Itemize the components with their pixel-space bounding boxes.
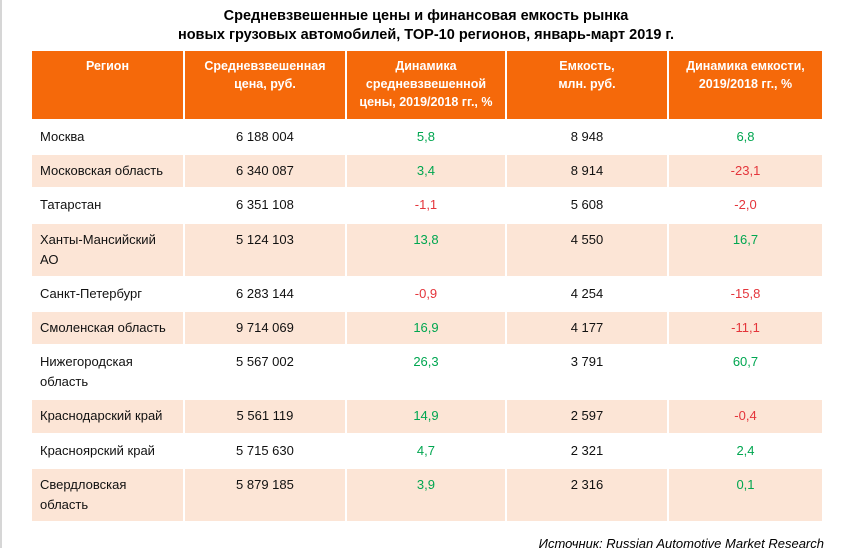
capacity-dynamics-cell: -0,4 (668, 400, 822, 433)
price-cell: 6 283 144 (184, 277, 345, 310)
price-cell: 6 351 108 (184, 189, 345, 222)
region-cell: Краснодарский край (32, 400, 183, 433)
capacity-cell: 2 597 (506, 400, 667, 433)
table-row: Московская область 6 340 087 3,4 8 914 -23,1 (32, 155, 822, 188)
table-body: Москва 6 188 004 5,8 8 948 6,8 Московская обл… (32, 121, 822, 521)
region-cell: Санкт-Петербург (32, 277, 183, 310)
region-cell: Красноярский край (32, 434, 183, 467)
capacity-dynamics-cell: 60,7 (668, 346, 822, 399)
capacity-cell: 4 177 (506, 311, 667, 345)
capacity-cell: 3 791 (506, 346, 667, 399)
capacity-cell: 2 316 (506, 468, 667, 521)
price-dynamics-cell: 3,9 (346, 468, 505, 521)
capacity-dynamics-cell: 0,1 (668, 468, 822, 521)
capacity-cell: 2 321 (506, 434, 667, 467)
price-cell: 5 567 002 (184, 346, 345, 399)
table-header-row: Регион Средневзвешенная цена, руб. Динам… (32, 51, 822, 120)
source-note: Источник: Russian Automotive Market Rese… (538, 535, 824, 551)
capacity-cell: 8 948 (506, 121, 667, 154)
price-cell: 5 124 103 (184, 223, 345, 276)
table-row: Нижегородская область 5 567 002 26,3 3 791 6… (32, 346, 822, 399)
capacity-dynamics-cell: -11,1 (668, 311, 822, 345)
table-row: Ханты-Мансийский АО 5 124 103 13,8 4 550 16,… (32, 223, 822, 276)
table-row: Свердловская область 5 879 185 3,9 2 316 0,1 (32, 468, 822, 521)
price-cell: 6 340 087 (184, 155, 345, 188)
table-row: Татарстан 6 351 108 -1,1 5 608 -2,0 (32, 189, 822, 222)
region-cell: Москва (32, 121, 183, 154)
region-cell: Ханты-Мансийский АО (32, 223, 183, 276)
table-row: Смоленская область 9 714 069 16,9 4 177 -11,… (32, 311, 822, 345)
price-dynamics-cell: 4,7 (346, 434, 505, 467)
capacity-cell: 8 914 (506, 155, 667, 188)
capacity-dynamics-cell: -23,1 (668, 155, 822, 188)
table-row: Краснодарский край 5 561 119 14,9 2 597 -0,4 (32, 400, 822, 433)
table-header: Регион Средневзвешенная цена, руб. Динам… (32, 51, 822, 120)
column-header-region: Регион (32, 51, 183, 120)
region-cell: Смоленская область (32, 311, 183, 345)
capacity-dynamics-cell: 2,4 (668, 434, 822, 467)
regions-table: Регион Средневзвешенная цена, руб. Динам… (30, 49, 824, 523)
region-cell: Татарстан (32, 189, 183, 222)
region-cell: Московская область (32, 155, 183, 188)
capacity-cell: 4 254 (506, 277, 667, 310)
capacity-cell: 4 550 (506, 223, 667, 276)
column-header-capacity-dynamics: Динамика емкости, 2019/2018 гг., % (668, 51, 822, 120)
price-dynamics-cell: -0,9 (346, 277, 505, 310)
price-dynamics-cell: 5,8 (346, 121, 505, 154)
region-cell: Свердловская область (32, 468, 183, 521)
column-header-price: Средневзвешенная цена, руб. (184, 51, 345, 120)
column-header-price-dynamics: Динамика средневзвешенной цены, 2019/201… (346, 51, 505, 120)
price-cell: 9 714 069 (184, 311, 345, 345)
capacity-dynamics-cell: -15,8 (668, 277, 822, 310)
price-dynamics-cell: 16,9 (346, 311, 505, 345)
price-cell: 5 879 185 (184, 468, 345, 521)
capacity-dynamics-cell: 6,8 (668, 121, 822, 154)
table-row: Красноярский край 5 715 630 4,7 2 321 2,4 (32, 434, 822, 467)
price-dynamics-cell: -1,1 (346, 189, 505, 222)
price-dynamics-cell: 3,4 (346, 155, 505, 188)
price-cell: 6 188 004 (184, 121, 345, 154)
price-dynamics-cell: 13,8 (346, 223, 505, 276)
capacity-dynamics-cell: -2,0 (668, 189, 822, 222)
page-title: Средневзвешенные цены и финансовая емкос… (177, 8, 675, 43)
table-row: Санкт-Петербург 6 283 144 -0,9 4 254 -15,8 (32, 277, 822, 310)
price-dynamics-cell: 14,9 (346, 400, 505, 433)
column-header-capacity: Емкость, млн. руб. (506, 51, 667, 120)
price-cell: 5 561 119 (184, 400, 345, 433)
region-cell: Нижегородская область (32, 346, 183, 399)
price-cell: 5 715 630 (184, 434, 345, 467)
capacity-dynamics-cell: 16,7 (668, 223, 822, 276)
capacity-cell: 5 608 (506, 189, 667, 222)
table-row: Москва 6 188 004 5,8 8 948 6,8 (32, 121, 822, 154)
price-dynamics-cell: 26,3 (346, 346, 505, 399)
